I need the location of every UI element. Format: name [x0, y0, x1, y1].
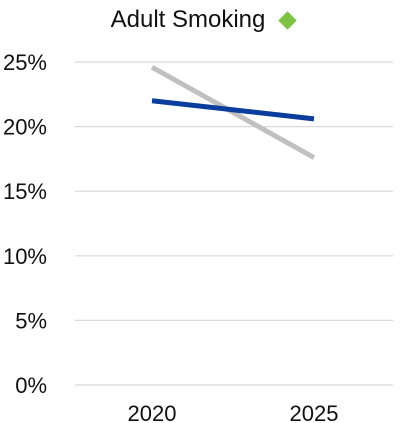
y-tick-label: 15%: [3, 179, 47, 204]
y-tick-label: 5%: [15, 308, 47, 333]
y-tick-label: 0%: [15, 373, 47, 398]
x-tick-label: 2025: [290, 401, 339, 423]
y-tick-label: 10%: [3, 244, 47, 269]
y-tick-label: 25%: [3, 50, 47, 75]
y-tick-label: 20%: [3, 115, 47, 140]
chart-title-area: Adult Smoking: [0, 0, 405, 40]
chart-title: Adult Smoking: [110, 6, 266, 33]
series-line: [151, 98, 315, 122]
series-line: [150, 64, 316, 160]
x-tick-label: 2020: [128, 401, 177, 423]
